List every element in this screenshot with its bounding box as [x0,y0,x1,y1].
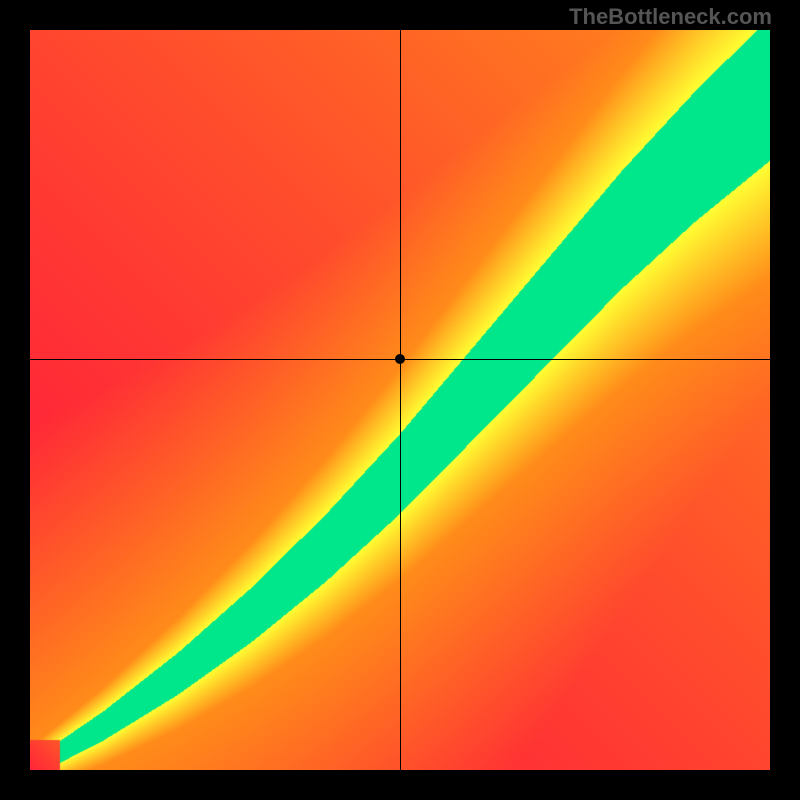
watermark-text: TheBottleneck.com [569,4,772,30]
crosshair-marker [395,354,405,364]
crosshair-vertical [400,30,401,770]
bottleneck-heatmap [30,30,770,770]
